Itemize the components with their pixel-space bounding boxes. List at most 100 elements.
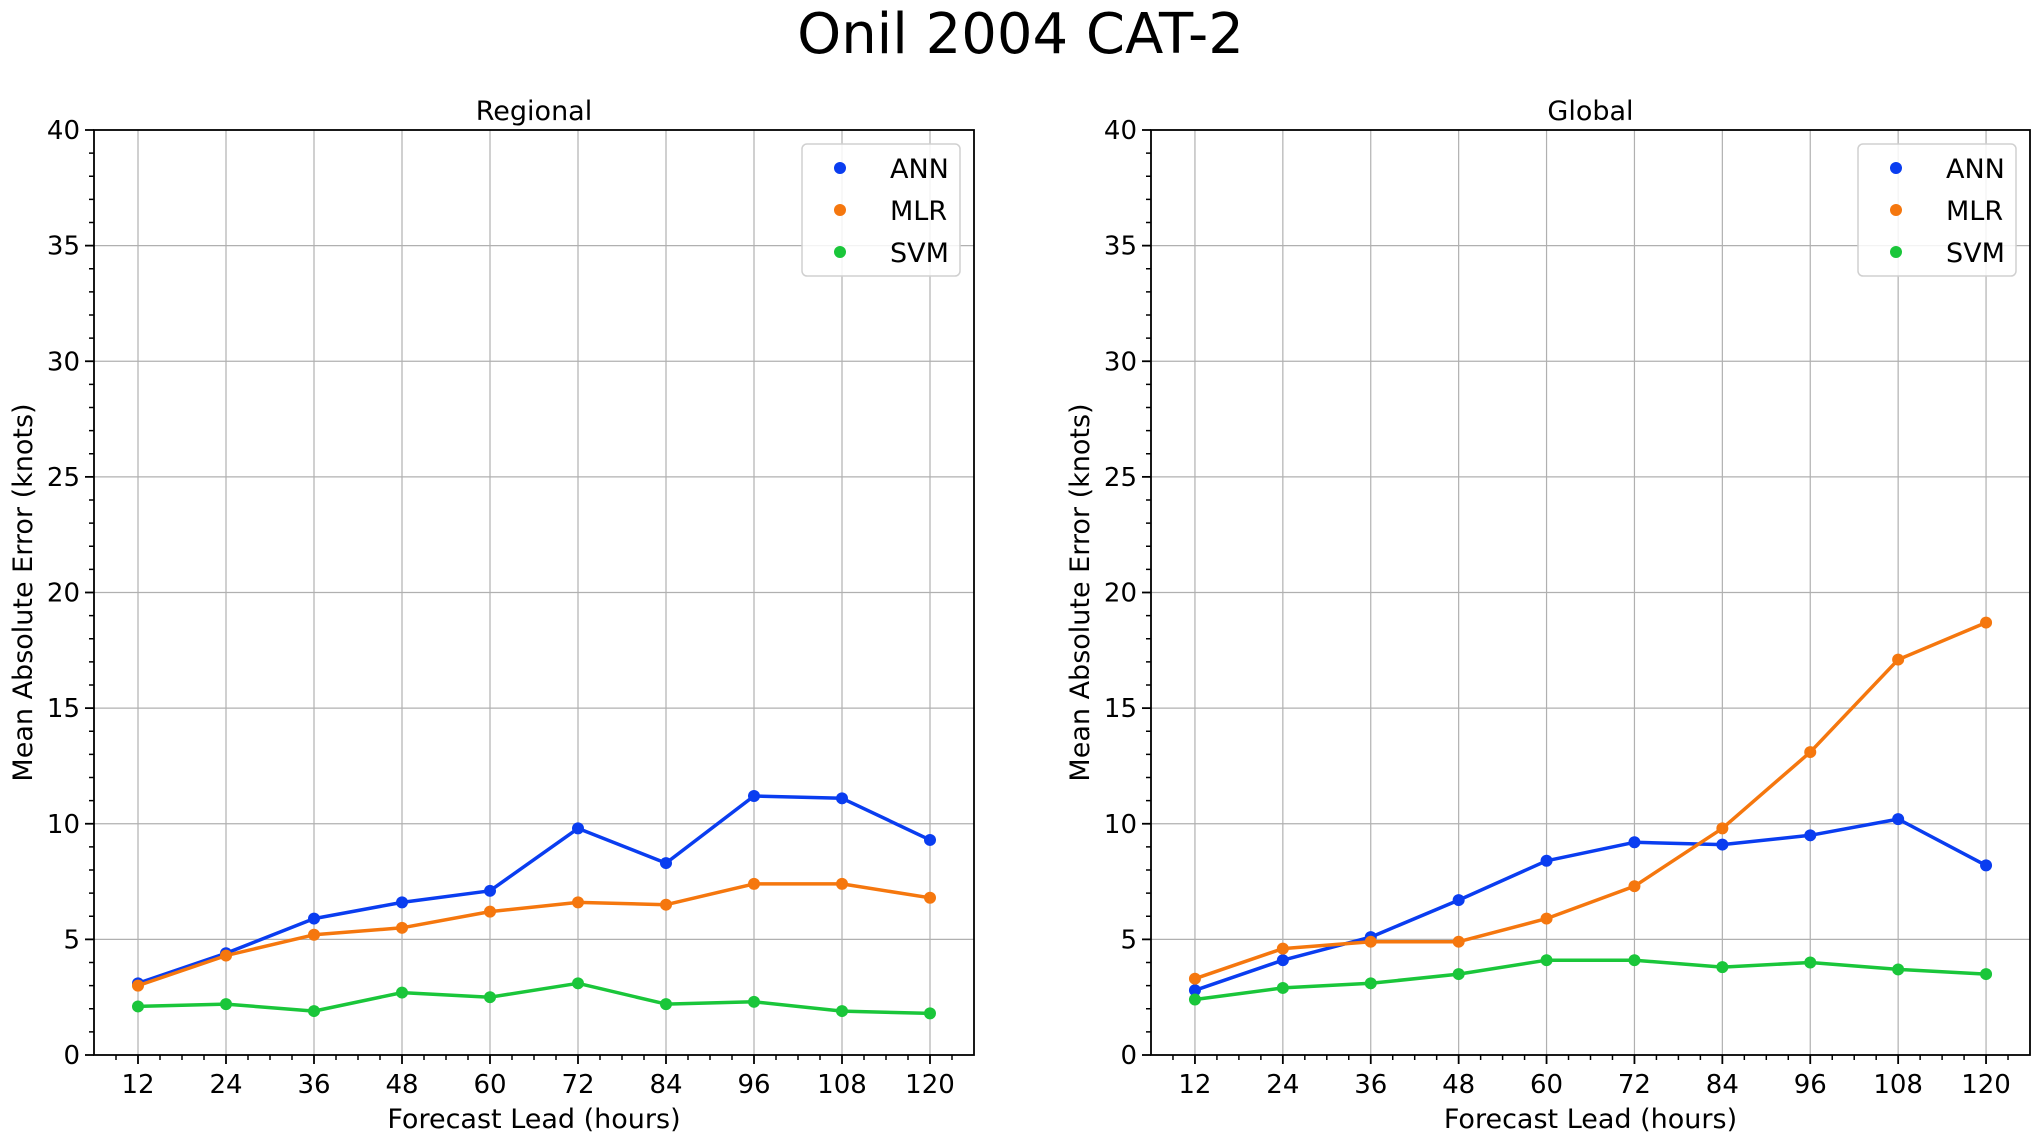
data-point-mlr [1276, 942, 1289, 955]
figure-title: Onil 2004 CAT-2 [797, 2, 1244, 67]
y-tick-label: 15 [47, 694, 80, 724]
data-point-svm [484, 991, 496, 1004]
x-tick-label: 72 [1618, 1070, 1651, 1100]
data-point-svm [924, 1007, 936, 1020]
data-point-mlr [748, 877, 760, 890]
plot-frame [93, 129, 975, 1056]
y-tick-label: 25 [47, 463, 80, 493]
x-tick-label: 48 [385, 1070, 418, 1100]
x-axis-label: Forecast Lead (hours) [1444, 1104, 1737, 1135]
x-tick-label: 120 [1961, 1070, 2011, 1100]
data-point-ann [924, 833, 936, 846]
data-point-ann [1804, 829, 1817, 842]
y-tick-label: 20 [47, 579, 80, 609]
series-ann [132, 790, 936, 990]
data-point-ann [396, 896, 408, 909]
legend-marker-svm [1890, 246, 1902, 258]
data-point-mlr [1540, 912, 1553, 925]
y-tick-label: 15 [1104, 694, 1137, 724]
data-point-ann [748, 790, 760, 802]
data-point-mlr [924, 891, 936, 904]
y-tick-label: 40 [47, 116, 80, 146]
data-point-ann [836, 792, 848, 805]
legend-label-ann: ANN [890, 154, 949, 185]
series-line-ann [137, 794, 931, 985]
legend-marker-ann [1890, 162, 1902, 174]
data-point-mlr [484, 905, 496, 918]
y-tick-label: 5 [1120, 925, 1137, 955]
y-tick-label: 10 [1104, 810, 1137, 840]
data-point-ann [1452, 894, 1465, 907]
data-point-ann [1276, 954, 1289, 967]
data-point-mlr [1628, 880, 1641, 893]
y-tick-label: 0 [63, 1041, 80, 1071]
data-point-svm [748, 995, 760, 1008]
y-tick-label: 10 [47, 810, 80, 840]
plot-frame [1150, 129, 2031, 1056]
x-tick-label: 84 [1706, 1070, 1739, 1100]
subplot-title: Regional [476, 96, 592, 127]
x-tick-label: 96 [1794, 1070, 1827, 1100]
data-point-mlr [1804, 746, 1817, 759]
data-point-mlr [1980, 616, 1993, 629]
x-tick-label: 12 [1178, 1070, 1211, 1100]
y-tick-label: 35 [1104, 232, 1137, 262]
data-point-ann [1716, 838, 1729, 851]
data-point-svm [1628, 954, 1641, 967]
data-point-svm [1540, 954, 1553, 967]
data-point-mlr [308, 928, 320, 941]
legend: ANN MLR SVM [1857, 143, 2017, 277]
data-point-mlr [572, 896, 584, 909]
legend-marker-svm [834, 246, 846, 258]
x-tick-label: 36 [1354, 1070, 1387, 1100]
data-point-mlr [836, 877, 848, 890]
data-point-ann [1188, 984, 1201, 997]
data-point-ann [1892, 813, 1905, 826]
data-point-svm [1892, 963, 1905, 976]
legend-label-svm: SVM [890, 238, 949, 269]
data-point-ann [484, 884, 496, 897]
data-point-mlr [132, 979, 144, 992]
data-point-ann [660, 857, 672, 870]
x-tick-label: 108 [817, 1070, 867, 1100]
y-tick-label: 20 [1104, 579, 1137, 609]
x-tick-label: 84 [649, 1070, 682, 1100]
legend-label-mlr: MLR [1946, 196, 2003, 227]
y-tick-label: 25 [1104, 463, 1137, 493]
data-point-svm [1804, 956, 1817, 969]
data-point-svm [1364, 977, 1377, 990]
data-point-mlr [1452, 935, 1465, 948]
legend-label-svm: SVM [1946, 238, 2005, 269]
x-axis-label: Forecast Lead (hours) [387, 1104, 680, 1135]
x-tick-label: 108 [1873, 1070, 1923, 1100]
legend-marker-mlr [834, 204, 846, 216]
x-tick-label: 60 [473, 1070, 506, 1100]
x-tick-label: 96 [737, 1070, 770, 1100]
series-line-svm [1194, 958, 1987, 1002]
y-axis-label: Mean Absolute Error (knots) [8, 403, 39, 781]
series-ann [1188, 813, 1993, 997]
x-tick-label: 120 [905, 1070, 955, 1100]
legend-label-ann: ANN [1946, 154, 2005, 185]
data-point-svm [1276, 981, 1289, 994]
legend: ANN MLR SVM [801, 143, 961, 277]
x-tick-label: 12 [121, 1070, 154, 1100]
data-point-ann [572, 822, 584, 835]
series-mlr [132, 877, 936, 992]
series-svm [132, 977, 936, 1020]
data-point-ann [1540, 854, 1553, 867]
data-point-mlr [1188, 972, 1201, 985]
data-point-svm [308, 1005, 320, 1018]
chart-panel-regional: 12 24 36 48 60 72 84 96 108 120 0 5 10 15 20 25 30 35 40 Re… [8, 96, 975, 1135]
y-tick-label: 30 [1104, 347, 1137, 377]
legend-label-mlr: MLR [890, 196, 947, 227]
data-point-mlr [396, 921, 408, 934]
legend-marker-mlr [1890, 204, 1902, 216]
x-tick-label: 24 [1266, 1070, 1299, 1100]
legend-marker-ann [834, 162, 846, 174]
data-point-mlr [660, 898, 672, 911]
series-mlr [1188, 616, 1993, 985]
x-tick-label: 48 [1442, 1070, 1475, 1100]
x-tick-label: 60 [1530, 1070, 1563, 1100]
